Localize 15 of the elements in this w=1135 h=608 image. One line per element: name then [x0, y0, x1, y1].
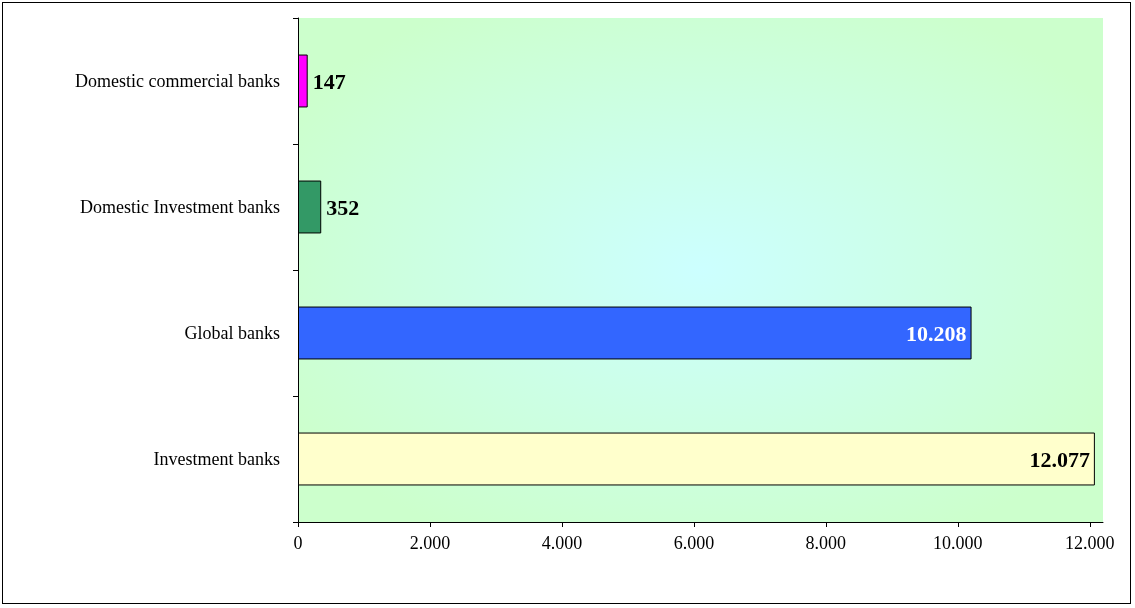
data-label: 10.208	[906, 320, 967, 346]
x-tick-label: 4.000	[541, 533, 583, 553]
y-tick-label: Domestic Investment banks	[80, 197, 280, 217]
y-tick-label: Domestic commercial banks	[75, 71, 280, 91]
x-tick-label: 2.000	[409, 533, 451, 553]
data-label: 352	[326, 194, 360, 220]
data-label: 12.077	[1029, 446, 1090, 472]
x-tick-label: 12.000	[1065, 533, 1115, 553]
data-label: 147	[312, 68, 346, 94]
x-tick-label: 6.000	[673, 533, 715, 553]
x-tick-label: 10.000	[933, 533, 983, 553]
x-tick-label: 0	[293, 533, 303, 553]
y-tick-label: Global banks	[184, 323, 280, 343]
y-tick-label: Investment banks	[153, 449, 280, 469]
x-tick-label: 8.000	[805, 533, 847, 553]
